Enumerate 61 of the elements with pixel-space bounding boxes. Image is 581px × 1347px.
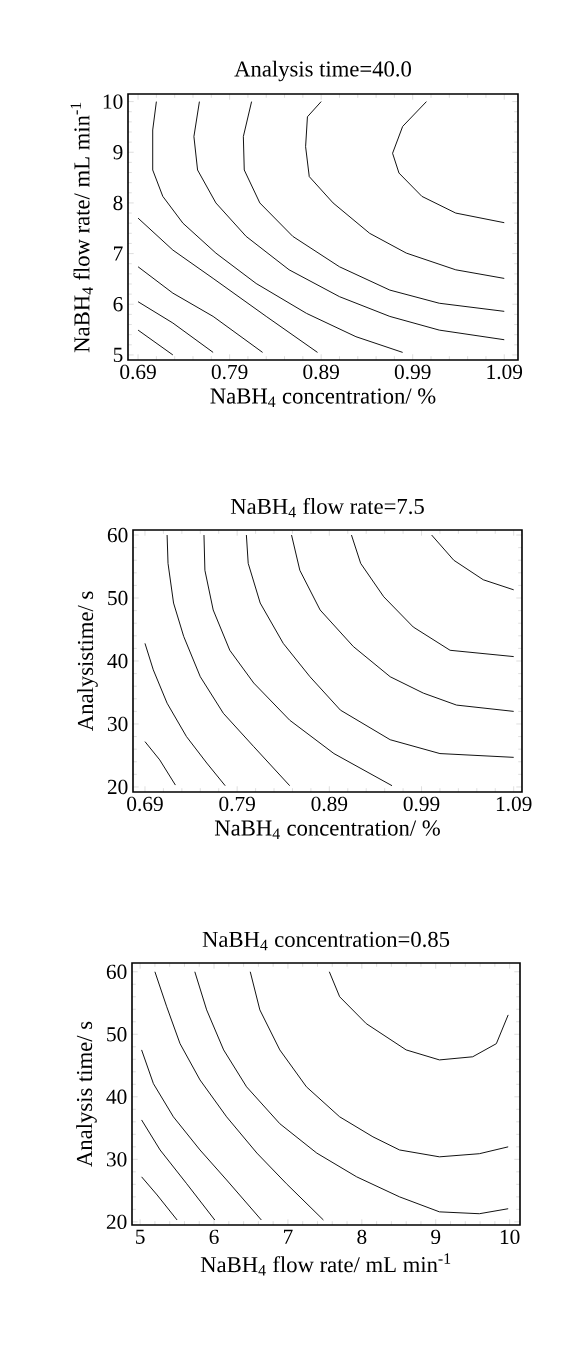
line-series bbox=[431, 534, 515, 591]
x-tick-label: 6 bbox=[209, 1229, 219, 1245]
chart-title: Analysis time=40.0 bbox=[234, 60, 411, 82]
x-tick-label: 0.79 bbox=[219, 796, 255, 812]
y-tick-label: 7 bbox=[114, 246, 123, 261]
x-tick-label: 0.89 bbox=[311, 796, 348, 812]
line-series bbox=[291, 534, 515, 712]
y-tick-label: 6 bbox=[113, 297, 123, 312]
line-series bbox=[154, 971, 324, 1221]
line-series bbox=[242, 101, 505, 312]
line-series bbox=[152, 101, 404, 353]
y-tick-label: 10 bbox=[103, 94, 123, 109]
line-series bbox=[194, 971, 509, 1215]
y-tick-label: 40 bbox=[106, 1089, 127, 1104]
x-tick-label: 1.09 bbox=[496, 796, 532, 812]
y-tick-label: 30 bbox=[107, 716, 128, 732]
line-series bbox=[137, 266, 264, 353]
x-axis-title: NaBH$_{4}$ flow rate/ mL min$^{-1}$ bbox=[200, 1253, 451, 1276]
y-tick-label: 20 bbox=[107, 779, 128, 795]
y-tick-label: 50 bbox=[108, 590, 128, 606]
y-tick-label: 5 bbox=[113, 347, 123, 363]
x-axis-title: NaBH$_{4}$ concentration/ % bbox=[210, 388, 436, 407]
line-series bbox=[350, 534, 515, 658]
x-tick-label: 10 bbox=[500, 1229, 520, 1245]
chart-title: NaBH$_{4}$ flow rate=7.5 bbox=[230, 497, 424, 518]
x-tick-label: 0.99 bbox=[394, 364, 431, 380]
line-series bbox=[144, 642, 226, 787]
x-axis-title: NaBH$_{4}$ concentration/ % bbox=[214, 820, 440, 839]
x-tick-label: 1.09 bbox=[487, 364, 523, 380]
line-series bbox=[249, 971, 509, 1158]
x-tick-label: 0.79 bbox=[211, 364, 248, 380]
x-tick-label: 5 bbox=[136, 1229, 145, 1244]
line-series bbox=[166, 534, 291, 787]
line-series bbox=[392, 101, 505, 224]
x-tick-label: 0.99 bbox=[403, 796, 440, 812]
y-axis-title: Analysistime/ s bbox=[77, 591, 98, 731]
y-tick-label: 60 bbox=[107, 527, 128, 543]
y-tick-label: 40 bbox=[107, 653, 128, 669]
y-axis-title: NaBH$_{4}$ flow rate/ mL min$^{-1}$ bbox=[70, 102, 93, 353]
y-tick-label: 50 bbox=[107, 1027, 127, 1042]
x-tick-label: 0.69 bbox=[127, 796, 163, 812]
y-tick-label: 8 bbox=[113, 195, 123, 211]
y-tick-label: 20 bbox=[106, 1214, 127, 1230]
line-series bbox=[141, 1119, 216, 1221]
x-tick-label: 9 bbox=[431, 1229, 441, 1245]
x-tick-label: 0.69 bbox=[120, 364, 156, 380]
x-tick-label: 0.89 bbox=[303, 364, 339, 380]
y-axis-title: Analysis time/ s bbox=[76, 1021, 97, 1167]
y-tick-label: 9 bbox=[113, 145, 123, 160]
line-series bbox=[328, 971, 509, 1061]
line-series bbox=[137, 217, 318, 353]
line-series bbox=[245, 534, 515, 758]
y-tick-label: 60 bbox=[106, 964, 127, 979]
chart-title: NaBH$_{4}$ concentration=0.85 bbox=[202, 931, 450, 951]
line-series bbox=[193, 101, 505, 341]
y-tick-label: 30 bbox=[106, 1152, 127, 1167]
line-series bbox=[141, 1049, 262, 1221]
x-tick-label: 8 bbox=[357, 1229, 367, 1245]
line-series bbox=[305, 101, 505, 279]
line-series bbox=[203, 534, 393, 787]
x-tick-label: 7 bbox=[284, 1229, 293, 1244]
